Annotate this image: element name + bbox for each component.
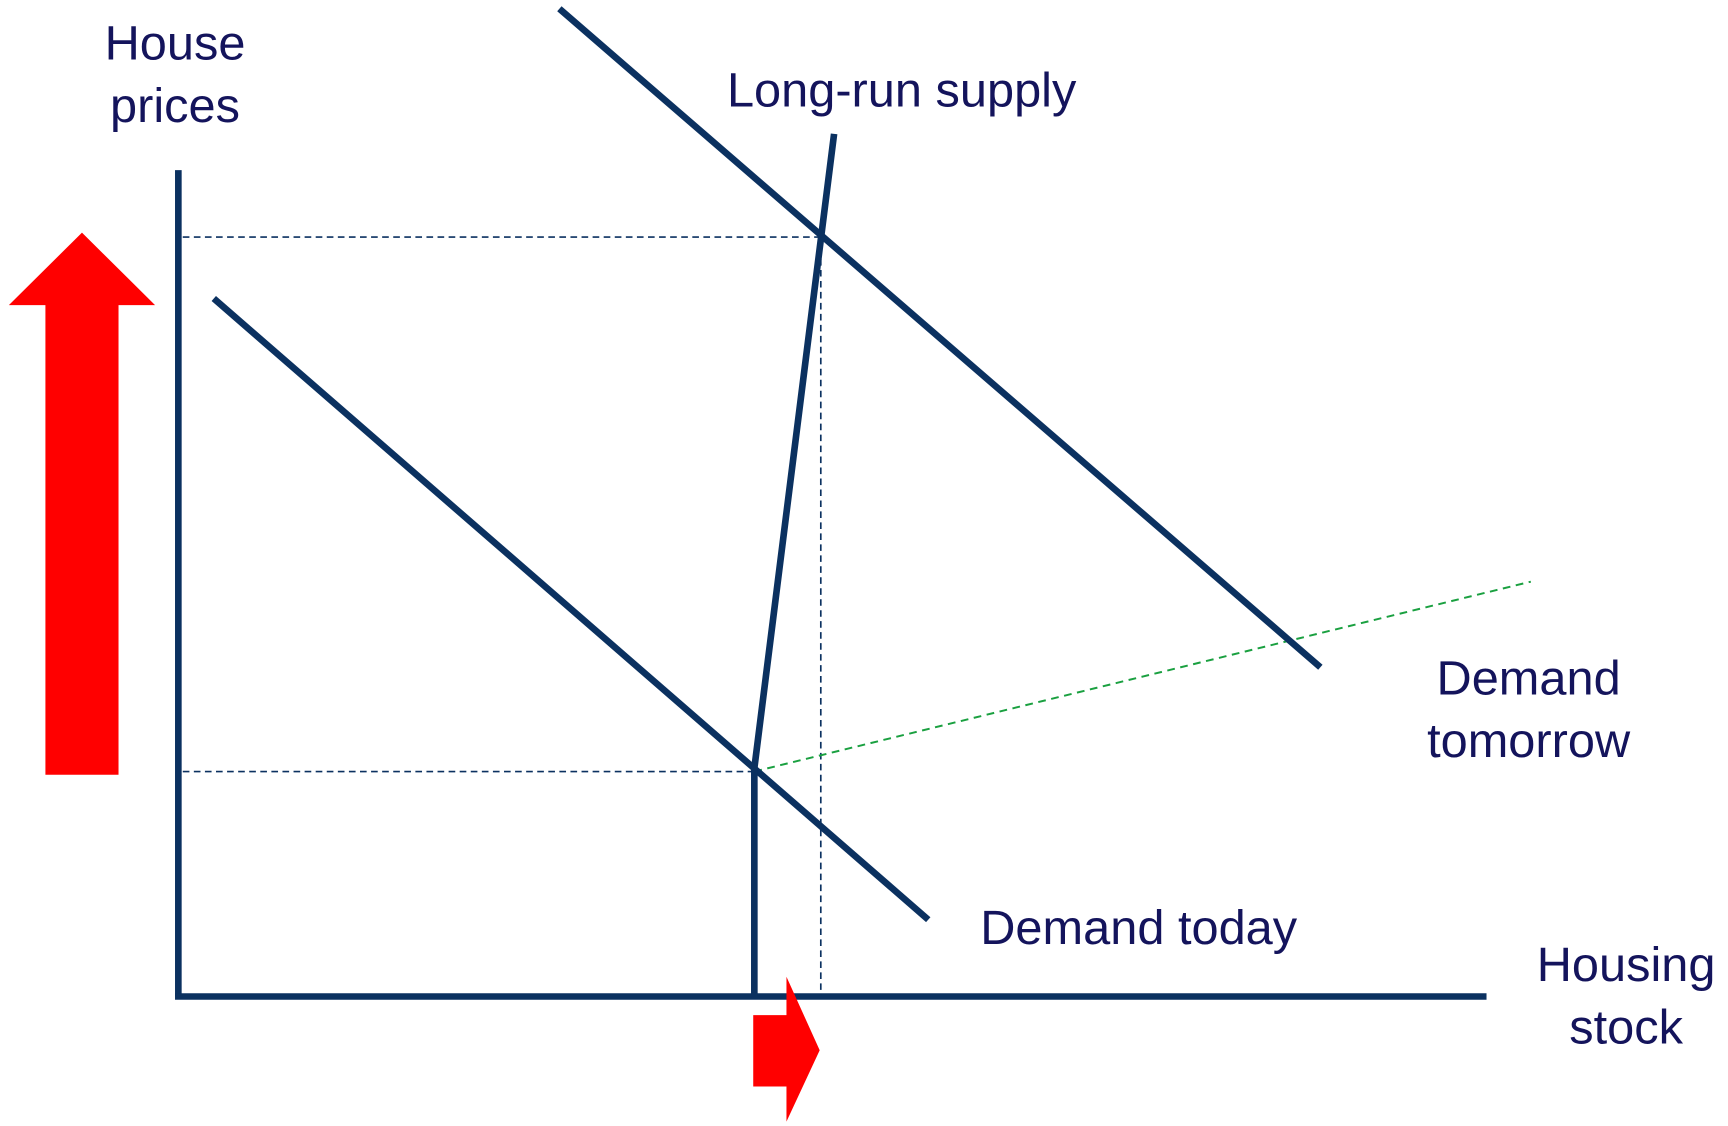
curve-label: Demand today [980, 901, 1298, 955]
price-rise-arrow [8, 232, 156, 775]
x-axis-label: Housing [1537, 938, 1716, 992]
curve-label: tomorrow [1427, 714, 1631, 768]
demand-today-line [211, 296, 931, 923]
curve-label: Demand [1437, 652, 1621, 706]
curve-label: Long-run supply [727, 64, 1077, 118]
demand-tomorrow-line [557, 6, 1323, 670]
y-axis-label: prices [110, 79, 240, 133]
stock-rise-arrow [753, 976, 820, 1122]
x-axis-label: stock [1569, 1001, 1683, 1055]
y-axis-label: House [105, 16, 246, 70]
adjustment-path [754, 580, 1532, 773]
supply-line [751, 133, 838, 997]
